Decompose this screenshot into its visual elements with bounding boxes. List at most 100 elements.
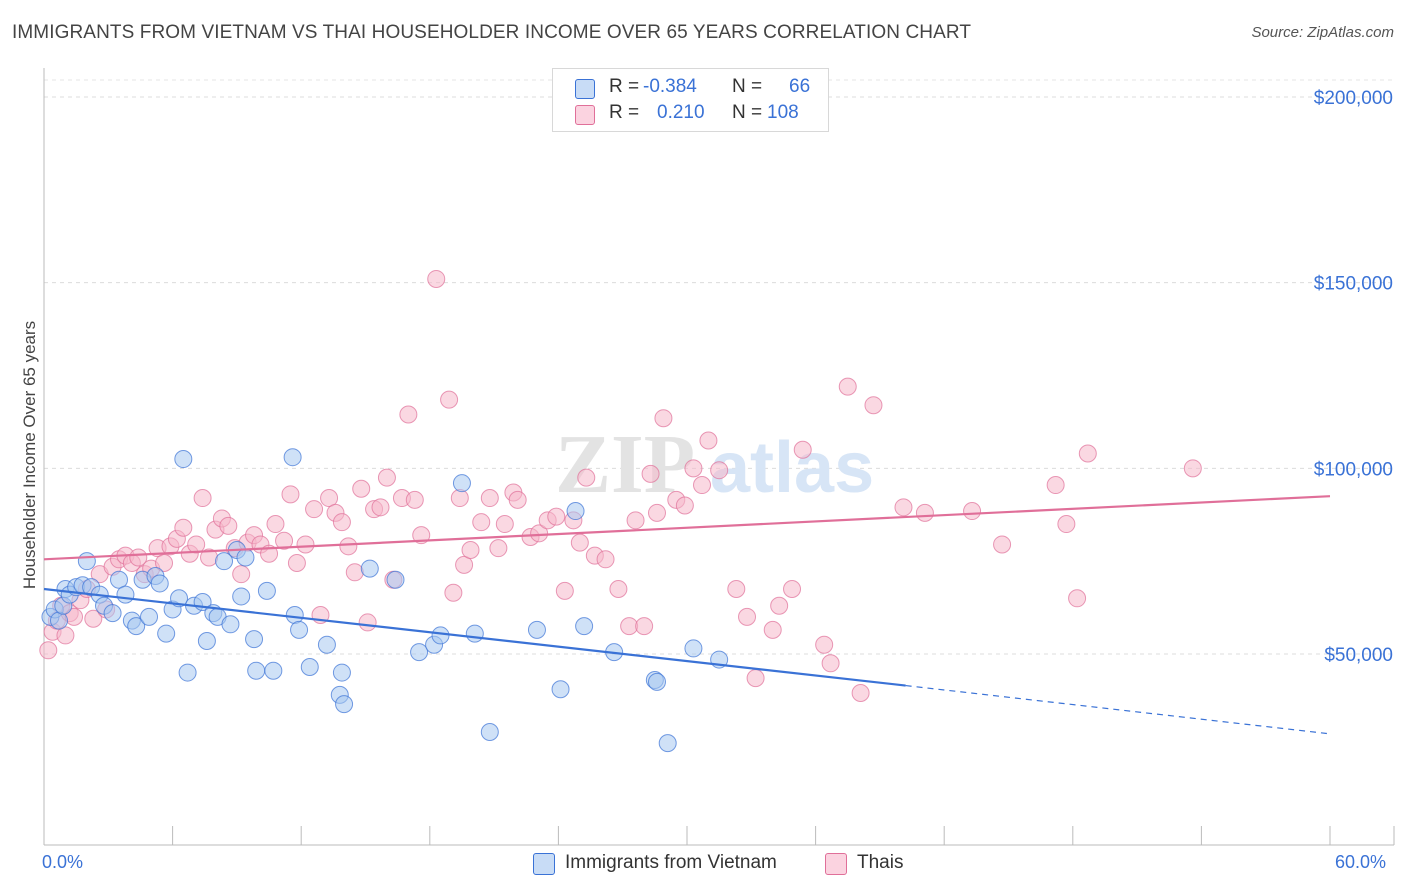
- zipatlas-watermark: ZIP atlas: [555, 418, 874, 511]
- thais-point: [993, 535, 1012, 554]
- thais-point: [684, 459, 703, 478]
- thais-point: [320, 489, 339, 508]
- y-tick-labels: $50,000 $100,000 $150,000 $200,000: [1314, 88, 1393, 666]
- thais-point: [440, 390, 459, 409]
- vietnam-point: [127, 617, 146, 636]
- vietnam-point: [332, 663, 351, 682]
- thais-point: [266, 515, 285, 534]
- vietnam-point: [221, 615, 240, 634]
- thais-swatch: [575, 105, 595, 125]
- vietnam-point: [575, 617, 594, 636]
- thais-point: [472, 513, 491, 532]
- r-value: 0.210: [657, 102, 705, 123]
- thais-point: [864, 396, 883, 415]
- thais-point: [39, 641, 58, 660]
- vietnam-point: [658, 734, 677, 753]
- n-label: N =: [732, 102, 763, 123]
- thais-point: [219, 516, 238, 535]
- x-tick-min: 0.0%: [42, 852, 84, 872]
- vietnam-point: [215, 552, 234, 571]
- thais-point: [84, 609, 103, 628]
- vietnam-points: [41, 448, 729, 753]
- n-value: 108: [767, 102, 799, 123]
- thais-point: [783, 580, 802, 599]
- thais-point: [547, 507, 566, 526]
- vietnam-point: [50, 611, 69, 630]
- thais-point: [305, 500, 324, 519]
- legend-label: Thais: [857, 852, 904, 873]
- thais-point: [412, 526, 431, 545]
- vietnam-point: [527, 620, 546, 639]
- thais-point: [815, 635, 834, 654]
- vietnam-point: [480, 722, 499, 741]
- vietnam-point: [150, 574, 169, 593]
- vietnam-point: [116, 585, 135, 604]
- thais-point: [915, 503, 934, 522]
- vietnam-point: [197, 632, 216, 651]
- vietnam-point: [335, 695, 354, 714]
- thais-point: [450, 489, 469, 508]
- vietnam-point: [386, 570, 405, 589]
- vietnam-point: [317, 635, 336, 654]
- vietnam-point: [178, 663, 197, 682]
- vietnam-point: [684, 639, 703, 658]
- vietnam-trend-extension: [905, 684, 1331, 735]
- y-tick-label: $50,000: [1324, 645, 1393, 666]
- thais-point: [1046, 476, 1065, 495]
- thais-point: [530, 524, 549, 543]
- vietnam-point: [110, 570, 129, 589]
- thais-point: [455, 555, 474, 574]
- thais-point: [339, 537, 358, 556]
- vietnam-point: [77, 552, 96, 571]
- thais-point: [963, 502, 982, 521]
- vietnam-point: [465, 624, 484, 643]
- thais-point: [693, 476, 712, 495]
- thais-point: [1057, 515, 1076, 534]
- vietnam-point: [290, 620, 309, 639]
- thais-point: [427, 269, 446, 288]
- vietnam-point: [300, 657, 319, 676]
- thais-point: [193, 489, 212, 508]
- vietnam-point: [170, 589, 189, 608]
- y-tick-label: $150,000: [1314, 274, 1393, 295]
- thais-point: [1183, 459, 1202, 478]
- chart-title: IMMIGRANTS FROM VIETNAM VS THAI HOUSEHOL…: [12, 22, 972, 43]
- n-value: 66: [789, 76, 811, 97]
- thais-point: [345, 563, 364, 582]
- vietnam-point: [232, 587, 251, 606]
- thais-point: [851, 683, 870, 702]
- thais-point: [281, 485, 300, 504]
- vietnam-point: [452, 474, 471, 493]
- source-label: Source: ZipAtlas.com: [1251, 24, 1394, 41]
- thais-trend-line: [43, 495, 1331, 561]
- thais-point: [746, 669, 765, 688]
- thais-point: [635, 617, 654, 636]
- vietnam-point: [283, 448, 302, 467]
- trend-lines: [43, 495, 1331, 735]
- thais-point: [508, 490, 527, 509]
- vietnam-point: [360, 559, 379, 578]
- thais-point: [480, 489, 499, 508]
- thais-point: [699, 431, 718, 450]
- thais-point: [174, 518, 193, 537]
- r-value: -0.384: [643, 76, 697, 97]
- legend-label: Immigrants from Vietnam: [565, 852, 777, 873]
- vietnam-point: [410, 643, 429, 662]
- vietnam-swatch: [575, 79, 595, 99]
- r-label: R =: [609, 102, 640, 123]
- y-tick-label: $100,000: [1314, 459, 1393, 480]
- vietnam-point: [285, 606, 304, 625]
- vietnam-swatch: [533, 853, 555, 875]
- correlation-legend: R = -0.384 N = 66 R = 0.210 N = 108: [552, 68, 829, 132]
- vietnam-point: [647, 672, 666, 691]
- thais-point: [821, 654, 840, 673]
- watermark-atlas: atlas: [710, 428, 874, 508]
- thais-point: [647, 503, 666, 522]
- y-tick-label: $200,000: [1314, 88, 1393, 109]
- thais-point: [727, 580, 746, 599]
- thais-point: [1068, 589, 1087, 608]
- vietnam-point: [264, 661, 283, 680]
- thais-point: [770, 596, 789, 615]
- n-label: N =: [732, 76, 763, 97]
- vietnam-point: [257, 581, 276, 600]
